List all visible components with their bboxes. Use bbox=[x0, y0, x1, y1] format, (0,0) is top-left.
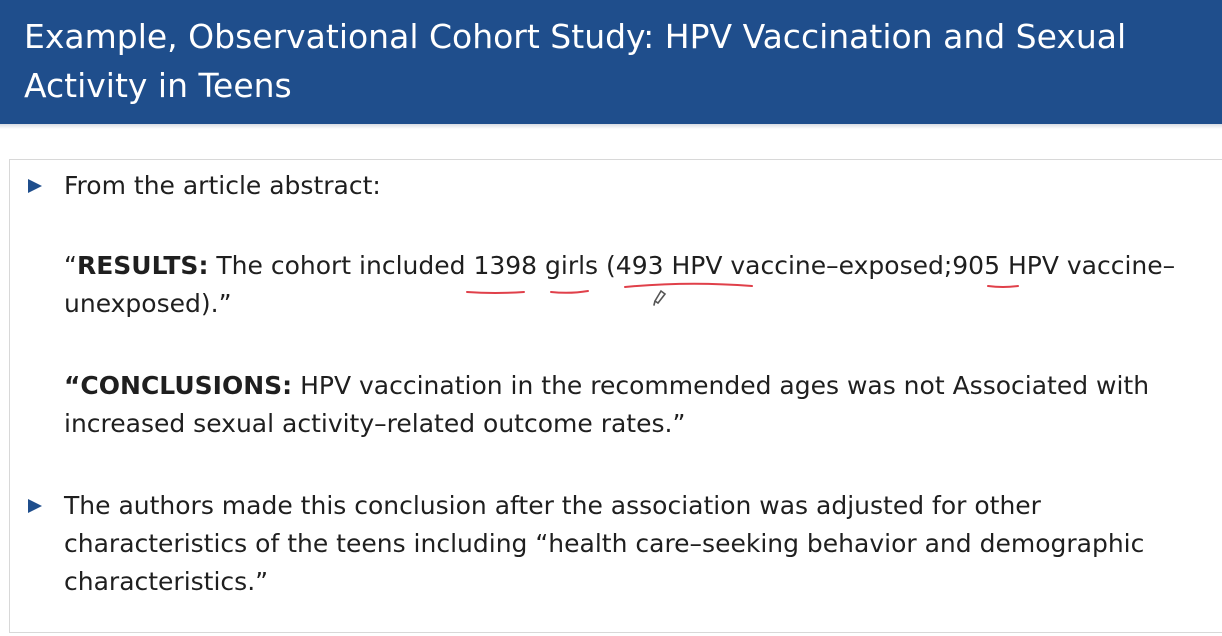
title-bar-shadow bbox=[0, 124, 1222, 129]
content-box bbox=[9, 159, 1222, 633]
results-exposed-rest: –exposed; bbox=[826, 251, 953, 280]
authors-line-3: characteristics.” bbox=[64, 567, 269, 596]
bullet-arrow-icon bbox=[28, 499, 42, 513]
results-unexposed-rest: HPV vaccine– bbox=[1000, 251, 1176, 280]
bullet-arrow-icon bbox=[28, 179, 42, 193]
results-paren-open: ( bbox=[598, 251, 616, 280]
results-total-count: 1398 bbox=[473, 251, 538, 280]
results-girls: girls bbox=[545, 251, 599, 280]
results-text-pre: The cohort included bbox=[208, 251, 474, 280]
slide-title-line-2: Activity in Teens bbox=[24, 66, 292, 105]
authors-line-2: characteristics of the teens including “… bbox=[64, 529, 1145, 558]
results-exposed-count: 493 HPV vaccine bbox=[615, 251, 827, 280]
conclusions-label: “CONCLUSIONS: bbox=[64, 371, 293, 400]
bullet-abstract-heading: From the article abstract: bbox=[64, 171, 381, 200]
slide-title-line-1: Example, Observational Cohort Study: HPV… bbox=[24, 17, 1127, 56]
authors-line-1: The authors made this conclusion after t… bbox=[64, 491, 1041, 520]
results-open-quote: “ bbox=[64, 251, 77, 280]
results-label: RESULTS: bbox=[76, 251, 209, 280]
conclusions-line-1: HPV vaccination in the recommended ages … bbox=[292, 371, 1150, 400]
conclusions-line-2: increased sexual activity–related outcom… bbox=[64, 409, 686, 438]
conclusions-quote: “CONCLUSIONS: HPV vaccination in the rec… bbox=[64, 367, 1149, 443]
title-bar: Example, Observational Cohort Study: HPV… bbox=[0, 0, 1222, 124]
results-space bbox=[537, 251, 545, 280]
slide-title: Example, Observational Cohort Study: HPV… bbox=[24, 12, 1198, 110]
bullet-authors-conclusion: The authors made this conclusion after t… bbox=[64, 487, 1144, 601]
results-unexposed-count: 905 bbox=[952, 251, 1000, 280]
results-quote: “RESULTS: The cohort included 1398 girls… bbox=[64, 247, 1175, 323]
results-line-2: unexposed).” bbox=[64, 289, 232, 318]
